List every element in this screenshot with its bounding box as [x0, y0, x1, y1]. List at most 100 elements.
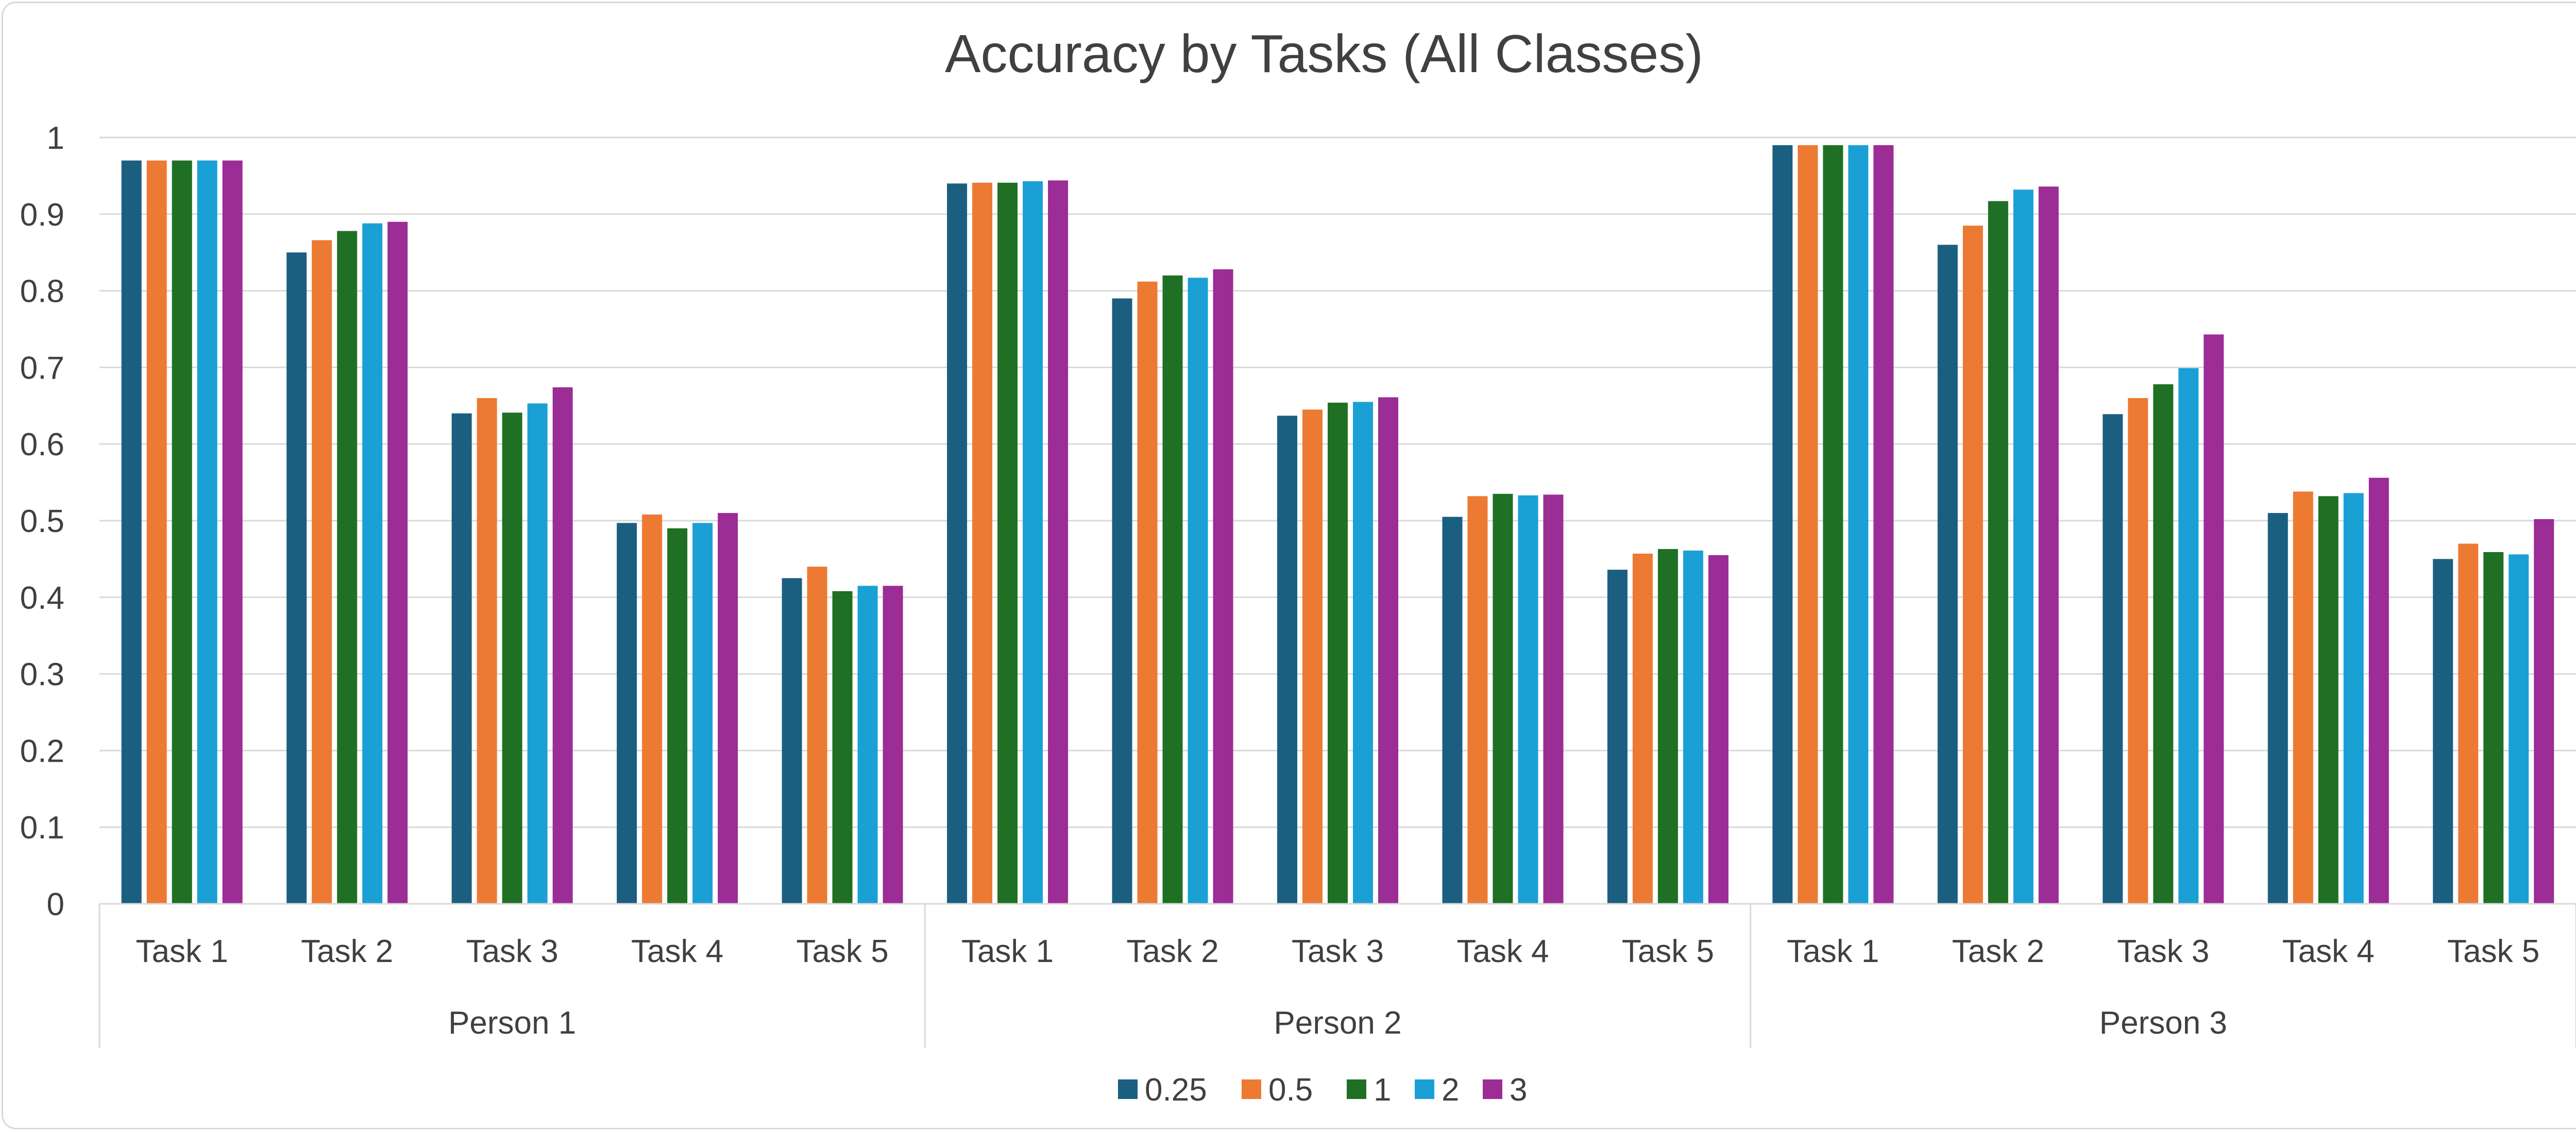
bar-person-1-task-2-series-3	[362, 223, 383, 904]
bar-person-1-task-1-series-0	[121, 160, 142, 904]
legend-item: 2	[1415, 1072, 1459, 1108]
bar-person-3-task-2-series-4	[2038, 186, 2059, 904]
bar-person-3-task-4-series-2	[2318, 496, 2338, 904]
legend-swatch	[1118, 1079, 1138, 1099]
x-tick-label: Task 5	[2447, 934, 2539, 969]
bar-person-3-task-4-series-1	[2293, 491, 2313, 904]
bar-person-3-task-5-series-1	[2458, 543, 2479, 904]
bar-person-1-task-4-series-1	[642, 514, 663, 904]
x-tick-label: Task 3	[2117, 934, 2209, 969]
bar-person-1-task-4-series-4	[718, 513, 738, 904]
x-tick-label: Task 1	[136, 934, 228, 969]
bar-person-3-task-5-series-0	[2433, 559, 2453, 904]
bar-person-2-task-4-series-4	[1543, 494, 1564, 904]
bar-person-3-task-2-series-2	[1988, 201, 2008, 904]
y-tick-label: 0.9	[20, 197, 64, 233]
legend-label: 0.25	[1145, 1072, 1207, 1108]
bar-person-3-task-3-series-4	[2204, 334, 2224, 904]
x-tick-label: Task 4	[631, 934, 723, 969]
bar-person-2-task-4-series-2	[1493, 493, 1513, 904]
bar-person-1-task-5-series-4	[883, 586, 903, 904]
bar-person-3-task-2-series-1	[1962, 226, 1983, 904]
bar-person-2-task-3-series-3	[1353, 402, 1373, 904]
bar-person-2-task-5-series-2	[1657, 549, 1678, 904]
bar-person-1-task-3-series-3	[527, 403, 548, 904]
bar-person-1-task-5-series-3	[857, 586, 878, 904]
bar-person-1-task-2-series-4	[387, 221, 408, 904]
bar-person-2-task-5-series-1	[1632, 553, 1653, 904]
legend-item: 1	[1347, 1072, 1391, 1108]
bar-person-2-task-4-series-3	[1518, 495, 1538, 904]
legend-item: 0.5	[1242, 1072, 1313, 1108]
bar-person-1-task-1-series-4	[222, 160, 243, 904]
bar-person-2-task-1-series-0	[947, 183, 968, 904]
y-tick-label: 0.3	[20, 657, 64, 693]
y-axis: 0 0.1 0.2 0.3 0.4 0.5 0.6 0.7 0.8 0.9 1	[20, 121, 64, 922]
x-tick-label: Task 4	[1456, 934, 1549, 969]
chart-title: Accuracy by Tasks (All Classes)	[945, 24, 1703, 84]
bar-person-3-task-1-series-3	[1848, 145, 1869, 904]
bar-person-2-task-3-series-4	[1378, 397, 1398, 904]
y-tick-label: 0.5	[20, 504, 64, 539]
y-tick-label: 0.6	[20, 427, 64, 462]
legend-swatch	[1415, 1079, 1434, 1099]
y-tick-label: 0.1	[20, 810, 64, 846]
x-group-label: Person 2	[1274, 1005, 1401, 1041]
x-group-label: Person 3	[2099, 1005, 2227, 1041]
bar-person-3-task-5-series-4	[2534, 519, 2554, 904]
bar-person-1-task-2-series-2	[337, 231, 358, 904]
bar-person-1-task-1-series-3	[197, 160, 217, 904]
bar-person-1-task-2-series-0	[286, 252, 307, 904]
x-tick-label: Task 2	[1126, 934, 1218, 969]
bar-person-2-task-1-series-1	[972, 182, 993, 904]
bar-person-1-task-4-series-3	[692, 523, 713, 904]
y-tick-label: 1	[47, 121, 64, 156]
x-tick-label: Task 5	[796, 934, 888, 969]
bar-person-2-task-5-series-0	[1607, 570, 1628, 904]
legend-label: 0.5	[1268, 1072, 1313, 1108]
legend: 0.25 0.5 1 2 3	[1118, 1072, 1527, 1108]
legend-item: 3	[1483, 1072, 1527, 1108]
bar-person-3-task-4-series-0	[2267, 513, 2288, 904]
bar-person-2-task-1-series-3	[1023, 181, 1043, 904]
x-tick-label: Task 2	[301, 934, 393, 969]
bar-person-3-task-5-series-2	[2483, 552, 2504, 904]
bar-person-2-task-5-series-4	[1708, 555, 1728, 904]
bar-person-1-task-3-series-0	[451, 413, 472, 904]
x-tick-label: Task 3	[1292, 934, 1384, 969]
x-tick-label: Task 5	[1622, 934, 1714, 969]
bar-person-1-task-5-series-0	[782, 578, 802, 904]
x-group-label: Person 1	[448, 1005, 576, 1041]
y-tick-label: 0.7	[20, 350, 64, 386]
bar-person-1-task-3-series-2	[502, 413, 522, 904]
bar-person-3-task-3-series-0	[2103, 414, 2123, 904]
bar-person-1-task-4-series-2	[667, 528, 688, 904]
bars	[121, 145, 2554, 904]
bar-person-1-task-3-series-4	[552, 387, 573, 904]
bar-person-2-task-2-series-0	[1112, 298, 1132, 904]
bar-person-3-task-3-series-3	[2178, 368, 2199, 904]
bar-person-2-task-1-series-2	[997, 182, 1018, 904]
y-tick-label: 0.4	[20, 580, 64, 616]
bar-person-3-task-1-series-1	[1798, 145, 1818, 904]
y-tick-label: 0	[47, 887, 64, 922]
bar-person-3-task-4-series-4	[2368, 477, 2389, 904]
bar-person-2-task-3-series-1	[1302, 409, 1323, 904]
bar-person-1-task-2-series-1	[312, 240, 332, 904]
bar-person-3-task-1-series-0	[1772, 145, 1793, 904]
bar-person-1-task-1-series-1	[146, 160, 167, 904]
x-tick-label: Task 2	[1952, 934, 2044, 969]
legend-swatch	[1483, 1079, 1502, 1099]
bar-person-2-task-2-series-4	[1213, 269, 1233, 904]
bar-person-1-task-5-series-2	[832, 591, 853, 904]
legend-item: 0.25	[1118, 1072, 1207, 1108]
bar-person-1-task-1-series-2	[172, 160, 192, 904]
bar-person-2-task-4-series-1	[1467, 496, 1488, 904]
bar-person-2-task-4-series-0	[1442, 517, 1463, 904]
bar-person-2-task-1-series-4	[1048, 180, 1069, 904]
x-axis: Task 1 Task 2 Task 3 Task 4 Task 5 Person 1 Ta…	[98, 903, 2576, 1048]
bar-person-1-task-4-series-0	[617, 523, 637, 904]
bar-person-3-task-2-series-3	[2013, 190, 2033, 904]
bar-person-3-task-4-series-3	[2343, 493, 2364, 904]
